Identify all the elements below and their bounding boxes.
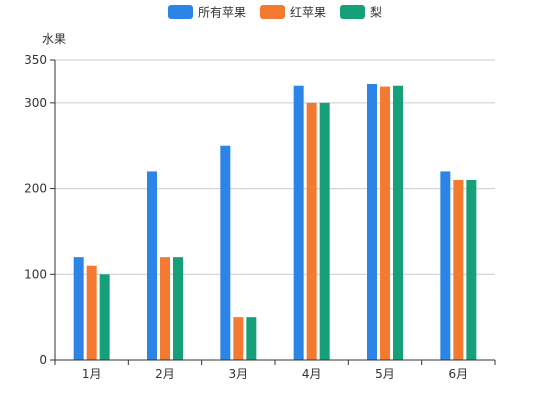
bar xyxy=(147,171,157,360)
bar xyxy=(73,257,84,360)
x-tick-label: 5月 xyxy=(375,367,395,381)
bar xyxy=(393,85,403,360)
y-tick-label: 350 xyxy=(24,53,47,67)
bar xyxy=(466,180,477,360)
legend: 所有苹果 红苹果 梨 xyxy=(168,5,382,20)
x-tick-label: 4月 xyxy=(302,367,322,381)
x-tick-label: 1月 xyxy=(82,367,102,381)
legend-label: 所有苹果 xyxy=(198,6,246,20)
legend-label: 红苹果 xyxy=(290,5,326,20)
legend-swatch xyxy=(260,5,285,19)
bar xyxy=(380,86,390,361)
bar xyxy=(293,85,304,360)
x-tick-label: 6月 xyxy=(449,367,469,381)
bar xyxy=(367,84,377,360)
bars xyxy=(73,84,477,361)
y-tick-label: 300 xyxy=(24,96,47,110)
y-tick-label: 0 xyxy=(39,353,47,367)
legend-swatch xyxy=(168,5,193,19)
x-tick-label: 2月 xyxy=(155,367,175,381)
grid-lines xyxy=(55,59,495,275)
legend-label: 梨 xyxy=(370,6,382,20)
bar xyxy=(440,171,451,360)
y-axis-title: 水果 xyxy=(42,32,66,46)
bar xyxy=(86,265,97,360)
legend-item: 梨 xyxy=(340,5,382,20)
bar xyxy=(246,317,257,360)
bar xyxy=(233,317,244,360)
bar xyxy=(306,102,317,360)
x-tick-label: 3月 xyxy=(229,367,249,381)
legend-item: 所有苹果 xyxy=(168,5,246,20)
bar xyxy=(99,274,110,360)
bar xyxy=(453,180,464,360)
legend-item: 红苹果 xyxy=(260,5,326,20)
bar xyxy=(220,145,231,360)
y-tick-label: 100 xyxy=(24,267,47,281)
bar xyxy=(173,257,183,360)
y-tick-label: 200 xyxy=(24,182,47,196)
bar xyxy=(160,257,170,360)
legend-swatch xyxy=(340,5,365,19)
axes: 0 100 200 300 350 1月 2月 3月 4月 5月 6月 xyxy=(24,53,496,381)
bar xyxy=(319,102,330,360)
